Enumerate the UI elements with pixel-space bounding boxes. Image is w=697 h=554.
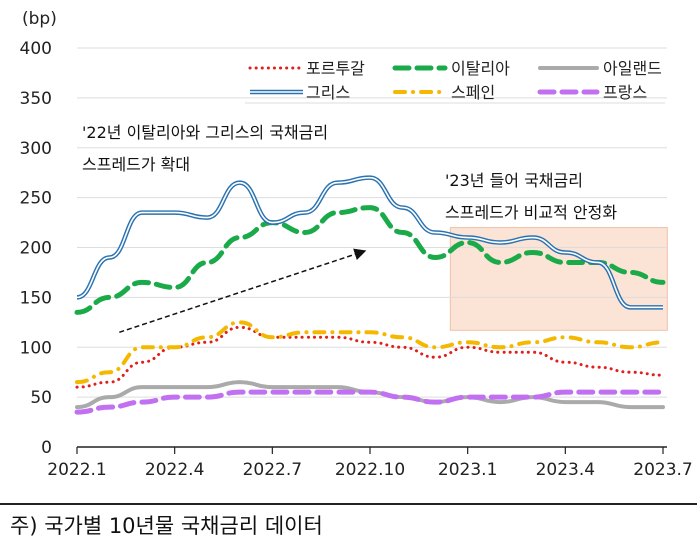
legend-label: 이탈리아 (451, 59, 510, 78)
x-tick-label: 2022.4 (145, 460, 204, 480)
x-tick-label: 2023.4 (536, 460, 595, 480)
y-tick-label: 150 (20, 288, 52, 308)
x-tick-label: 2022.1 (47, 460, 106, 480)
y-unit-label: (bp) (22, 9, 57, 29)
chart-svg: 0 50 100 150 200 250 300 350 400 (bp) 2022.1 2022.4… (20, 9, 693, 480)
legend-label: 프랑스 (603, 83, 647, 102)
annotation-text: '22년 이탈리아와 그리스의 국채금리 (82, 123, 328, 142)
footnote: 주) 국가별 10년물 국채금리 데이터 (10, 514, 323, 538)
x-tick-label: 2022.10 (335, 460, 405, 480)
legend-label: 그리스 (306, 83, 350, 102)
x-tick-label: 2023.7 (633, 460, 692, 480)
y-tick-label: 250 (20, 189, 52, 209)
y-tick-label: 200 (20, 239, 52, 259)
y-tick-label: 50 (30, 388, 52, 408)
trend-arrow (119, 248, 367, 333)
divider (0, 503, 697, 505)
legend-label: 아일랜드 (603, 59, 662, 78)
x-tick-label: 2023.1 (438, 460, 497, 480)
legend-label: 포르투갈 (306, 59, 365, 78)
y-tick-label: 350 (20, 89, 52, 109)
annotation-text: '23년 들어 국채금리 (445, 171, 583, 190)
y-tick-label: 0 (41, 438, 52, 458)
shaded-region (449, 227, 668, 331)
annotation-text: 스프레드가 확대 (82, 155, 190, 174)
y-tick-label: 100 (20, 338, 52, 358)
series-line-스페인 (75, 320, 665, 385)
annotation-text: 스프레드가 비교적 안정화 (445, 203, 617, 222)
y-tick-label: 300 (20, 139, 52, 159)
series-line-이탈리아 (74, 205, 666, 315)
legend-label: 스페인 (451, 83, 495, 102)
y-tick-label: 400 (20, 39, 52, 59)
series-line-inner (76, 176, 663, 309)
x-tick-label: 2022.7 (243, 460, 302, 480)
series-line-프랑스 (74, 389, 666, 415)
